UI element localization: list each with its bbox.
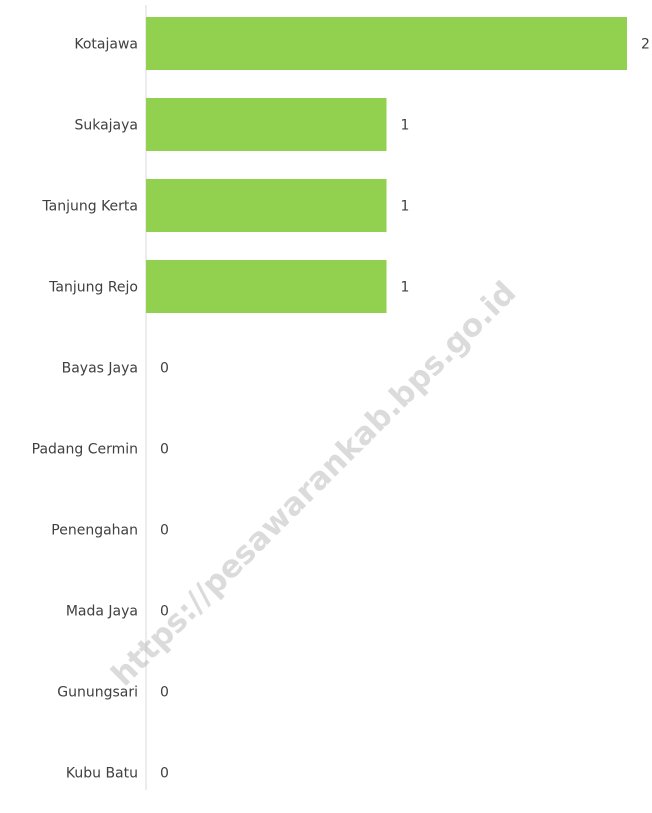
data-label: 0 [160, 766, 169, 782]
y-tick-label: Sukajaya [74, 118, 138, 134]
y-tick-label: Gunungsari [57, 685, 138, 701]
bar [146, 260, 387, 313]
data-label: 0 [160, 523, 169, 539]
data-label: 1 [401, 199, 410, 215]
y-tick-label: Kubu Batu [66, 766, 138, 782]
data-label: 1 [401, 118, 410, 134]
y-tick-label: Tanjung Rejo [48, 280, 138, 296]
data-label: 0 [160, 442, 169, 458]
y-tick-label: Kotajawa [74, 37, 138, 53]
watermark: https://pesawarankab.bps.go.id [105, 275, 524, 694]
y-tick-label: Padang Cermin [32, 442, 138, 458]
data-label: 0 [160, 604, 169, 620]
bar [146, 17, 627, 70]
y-tick-label: Penengahan [51, 523, 138, 539]
data-label: 1 [401, 280, 410, 296]
bar [146, 179, 387, 232]
y-tick-label: Bayas Jaya [62, 361, 138, 377]
data-label: 0 [160, 361, 169, 377]
y-tick-label: Tanjung Kerta [41, 199, 138, 215]
data-label: 0 [160, 685, 169, 701]
data-label: 2 [641, 37, 650, 53]
bar [146, 98, 387, 151]
y-tick-label: Mada Jaya [66, 604, 138, 620]
